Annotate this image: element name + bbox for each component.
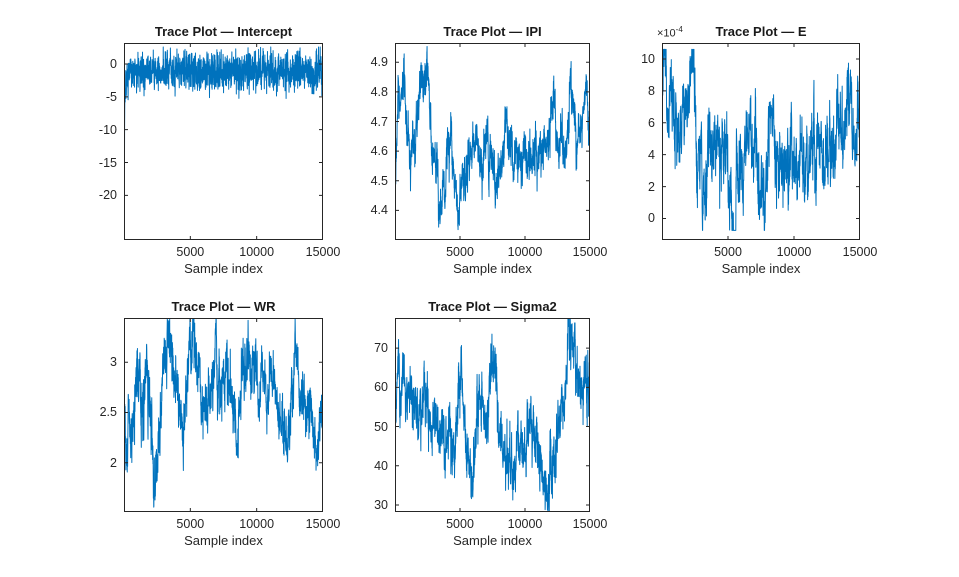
axis-ticks (395, 318, 590, 512)
x-tick-label: 5000 (446, 245, 474, 259)
trace-canvas (395, 318, 590, 512)
y-tick-label: 4.4 (370, 203, 388, 218)
x-tick-label: 5000 (176, 245, 205, 259)
axes-box (124, 43, 323, 240)
y-tick-label: 4 (648, 147, 655, 162)
x-axis-label: Sample index (453, 533, 532, 548)
y-tick-label: 4.7 (370, 114, 388, 129)
x-tick-label: 15000 (305, 245, 341, 259)
y-tick-label: -15 (98, 155, 117, 170)
x-axis-label: Sample index (184, 261, 263, 276)
subplot-trace-intercept: Trace Plot — Intercept Sample index 5000… (99, 24, 340, 276)
trace-line (395, 45, 590, 231)
axes-box (124, 318, 323, 512)
y-tick-label: 50 (374, 419, 388, 434)
y-tick-label: 40 (374, 458, 388, 473)
y-tick-label: -10 (98, 122, 117, 137)
axis-ticks (124, 43, 323, 240)
y-axis-multiplier: ×10-4 (657, 25, 683, 40)
x-axis-label: Sample index (453, 261, 532, 276)
plot-title: Trace Plot — E (715, 24, 807, 39)
y-tick-label: 70 (374, 340, 388, 355)
trace-line (124, 318, 323, 508)
plot-title: Trace Plot — WR (171, 299, 276, 314)
y-tick-label: 60 (374, 380, 388, 395)
y-tick-label: 6 (648, 115, 655, 130)
y-tick-label: -20 (98, 188, 117, 203)
plot-title: Trace Plot — Intercept (154, 24, 293, 39)
axis-ticks (662, 43, 860, 240)
y-tick-label: 4.6 (370, 143, 388, 158)
x-tick-label: 15000 (842, 245, 878, 259)
axes-box (395, 43, 590, 240)
trace-canvas (395, 43, 590, 240)
x-tick-label: 10000 (507, 245, 543, 259)
x-axis-label: Sample index (721, 261, 801, 276)
subplot-trace-e: Trace Plot — E ×10-4 Sample index 5000 10… (641, 24, 877, 276)
y-tick-label: 30 (374, 497, 388, 512)
plot-title: Trace Plot — Sigma2 (428, 299, 557, 314)
trace-canvas (124, 318, 323, 512)
y-tick-label: 3 (110, 354, 117, 369)
y-tick-label: 4.8 (370, 84, 388, 99)
axes-box (395, 318, 590, 512)
y-tick-label: 4.5 (370, 173, 388, 188)
y-tick-label: 8 (648, 83, 655, 98)
subplot-trace-ipi: Trace Plot — IPI Sample index 5000 10000 1… (371, 24, 608, 276)
x-tick-label: 5000 (176, 517, 205, 531)
trace-line (662, 48, 860, 231)
x-tick-label: 10000 (239, 245, 275, 259)
y-axis-multiplier-exponent: -4 (675, 25, 683, 34)
trace-canvas (662, 43, 860, 240)
y-tick-label: 10 (641, 51, 655, 66)
axis-ticks (395, 43, 590, 240)
y-tick-label: 4.9 (370, 55, 388, 69)
y-axis-multiplier-base: ×10 (657, 27, 676, 40)
trace-canvas (124, 43, 323, 240)
y-tick-label: -5 (105, 89, 117, 104)
trace-line (395, 318, 590, 512)
x-tick-label: 10000 (507, 517, 543, 531)
x-tick-label: 15000 (572, 517, 608, 531)
subplot-trace-wr: Trace Plot — WR Sample index 5000 10000 15… (100, 299, 341, 548)
plot-title: Trace Plot — IPI (443, 24, 542, 39)
x-tick-label: 15000 (572, 245, 608, 259)
x-tick-label: 10000 (239, 517, 275, 531)
x-tick-label: 5000 (446, 517, 474, 531)
y-tick-label: 2.5 (99, 405, 117, 420)
x-tick-label: 5000 (714, 245, 742, 259)
axes-box (662, 43, 860, 240)
trace-line (124, 46, 323, 229)
y-tick-label: 2 (110, 455, 117, 470)
y-tick-label: 0 (648, 211, 655, 226)
x-tick-label: 15000 (305, 517, 341, 531)
x-tick-label: 10000 (776, 245, 812, 259)
axis-ticks (124, 318, 323, 512)
y-tick-label: 0 (110, 56, 117, 71)
subplot-trace-sigma2: Trace Plot — Sigma2 Sample index 5000 100… (374, 299, 607, 548)
y-tick-label: 2 (648, 179, 655, 194)
x-axis-label: Sample index (184, 533, 263, 548)
